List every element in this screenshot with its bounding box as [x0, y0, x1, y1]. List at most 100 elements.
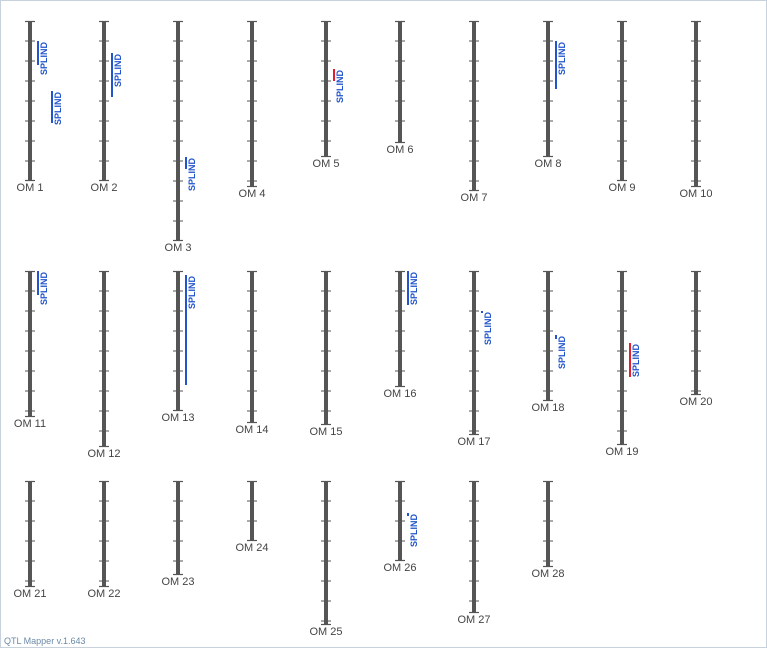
- chromosome-14[interactable]: OM 14: [235, 270, 269, 436]
- chromosome-bar[interactable]: [250, 21, 254, 187]
- qtl-label: SPLIND: [483, 312, 493, 346]
- chromosome-17[interactable]: SPLIND OM 17: [457, 270, 493, 448]
- qtl-interval[interactable]: [555, 41, 557, 89]
- qtl-interval[interactable]: [37, 41, 39, 65]
- chromosome-8[interactable]: SPLIND OM 8: [535, 20, 567, 170]
- qtl-interval[interactable]: [407, 513, 409, 516]
- chromosome-label: OM 18: [531, 402, 564, 414]
- chromosome-label: OM 4: [239, 188, 266, 200]
- chromosome-label: OM 13: [161, 412, 194, 424]
- qtl-interval[interactable]: [111, 53, 113, 97]
- chromosome-16[interactable]: SPLIND OM 16: [383, 270, 419, 400]
- qtl-label: SPLIND: [187, 276, 197, 310]
- chromosome-label: OM 10: [679, 188, 712, 200]
- qtl-interval[interactable]: [629, 343, 631, 377]
- chromosome-label: OM 2: [91, 182, 118, 194]
- chromosome-label: OM 3: [165, 242, 192, 254]
- chromosome-bar[interactable]: [28, 271, 32, 417]
- chromosome-label: OM 26: [383, 562, 416, 574]
- chromosome-bar[interactable]: [250, 271, 254, 423]
- qtl-interval[interactable]: [481, 311, 483, 313]
- chromosome-bar[interactable]: [250, 481, 254, 541]
- chromosome-bar[interactable]: [398, 21, 402, 143]
- chromosome-bar[interactable]: [398, 271, 402, 387]
- chromosome-label: OM 21: [13, 588, 46, 600]
- chromosome-2[interactable]: SPLIND OM 2: [91, 20, 123, 194]
- qtl-label: SPLIND: [631, 344, 641, 378]
- chromosome-label: OM 28: [531, 568, 564, 580]
- chromosome-bar[interactable]: [694, 21, 698, 187]
- qtl-interval[interactable]: [333, 69, 335, 81]
- chromosome-label: OM 9: [609, 182, 636, 194]
- chromosome-22[interactable]: OM 22: [87, 480, 121, 600]
- qtl-label: SPLIND: [39, 272, 49, 306]
- chromosome-18[interactable]: SPLIND OM 18: [531, 270, 567, 414]
- qtl-label: SPLIND: [39, 42, 49, 76]
- chromosome-10[interactable]: OM 10: [679, 20, 713, 200]
- chromosome-20[interactable]: OM 20: [679, 270, 713, 408]
- chromosome-bar[interactable]: [324, 481, 328, 625]
- chromosome-label: OM 27: [457, 614, 490, 626]
- chromosome-21[interactable]: OM 21: [13, 480, 47, 600]
- chromosome-bar[interactable]: [176, 271, 180, 411]
- qtl-label: SPLIND: [113, 54, 123, 88]
- chromosome-label: OM 23: [161, 576, 194, 588]
- chromosome-label: OM 8: [535, 158, 562, 170]
- chromosome-27[interactable]: OM 27: [457, 480, 491, 626]
- qtl-label: SPLIND: [409, 514, 419, 548]
- chromosome-bar[interactable]: [472, 481, 476, 613]
- chromosome-bar[interactable]: [324, 21, 328, 157]
- qtl-interval[interactable]: [185, 157, 187, 169]
- chromosome-6[interactable]: OM 6: [387, 20, 414, 156]
- chromosome-13[interactable]: SPLIND OM 13: [161, 270, 197, 424]
- chromosome-12[interactable]: OM 12: [87, 270, 121, 460]
- chromosome-19[interactable]: SPLIND OM 19: [605, 270, 641, 458]
- chromosome-label: OM 6: [387, 144, 414, 156]
- chromosome-7[interactable]: OM 7: [461, 20, 488, 204]
- chromosome-26[interactable]: SPLIND OM 26: [383, 480, 419, 574]
- chromosome-label: OM 19: [605, 446, 638, 458]
- chromosome-label: OM 7: [461, 192, 488, 204]
- chromosome-11[interactable]: SPLIND OM 11: [14, 270, 49, 430]
- chromosome-label: OM 14: [235, 424, 268, 436]
- qtl-label: SPLIND: [409, 272, 419, 306]
- chromosome-bar[interactable]: [176, 481, 180, 575]
- chromosome-label: OM 17: [457, 436, 490, 448]
- qtl-interval[interactable]: [37, 271, 39, 295]
- qtl-label: SPLIND: [557, 42, 567, 76]
- chromosome-label: OM 25: [309, 626, 342, 638]
- chromosome-bar[interactable]: [28, 481, 32, 587]
- chromosome-5[interactable]: SPLIND OM 5: [313, 20, 345, 170]
- chromosome-25[interactable]: OM 25: [309, 480, 343, 638]
- chromosome-bar[interactable]: [546, 21, 550, 157]
- chromosome-bar[interactable]: [620, 271, 624, 445]
- chromosome-9[interactable]: OM 9: [609, 20, 636, 194]
- chromosome-label: OM 22: [87, 588, 120, 600]
- chromosome-label: OM 1: [17, 182, 44, 194]
- chromosome-bar[interactable]: [176, 21, 180, 241]
- chromosome-bar[interactable]: [472, 271, 476, 435]
- chromosome-label: OM 15: [309, 426, 342, 438]
- chromosome-24[interactable]: OM 24: [235, 480, 269, 554]
- chromosome-bar[interactable]: [694, 271, 698, 395]
- chromosome-23[interactable]: OM 23: [161, 480, 195, 588]
- chromosome-bar[interactable]: [102, 271, 106, 447]
- qtl-interval[interactable]: [555, 335, 557, 339]
- chromosome-label: OM 24: [235, 542, 268, 554]
- chromosome-15[interactable]: OM 15: [309, 270, 343, 438]
- chromosome-label: OM 16: [383, 388, 416, 400]
- chromosome-28[interactable]: OM 28: [531, 480, 565, 580]
- chromosome-3[interactable]: SPLIND OM 3: [165, 20, 197, 254]
- chromosome-bar[interactable]: [546, 271, 550, 401]
- chromosome-bar[interactable]: [472, 21, 476, 191]
- chromosome-bar[interactable]: [546, 481, 550, 567]
- chromosome-bar[interactable]: [324, 271, 328, 425]
- qtl-interval[interactable]: [407, 271, 409, 305]
- qtl-interval[interactable]: [185, 275, 187, 385]
- qtl-interval[interactable]: [51, 91, 53, 123]
- chromosome-4[interactable]: OM 4: [239, 20, 266, 200]
- chromosome-label: OM 20: [679, 396, 712, 408]
- chromosome-bar[interactable]: [102, 481, 106, 587]
- chromosome-1[interactable]: SPLIND SPLIND OM 1: [17, 20, 63, 194]
